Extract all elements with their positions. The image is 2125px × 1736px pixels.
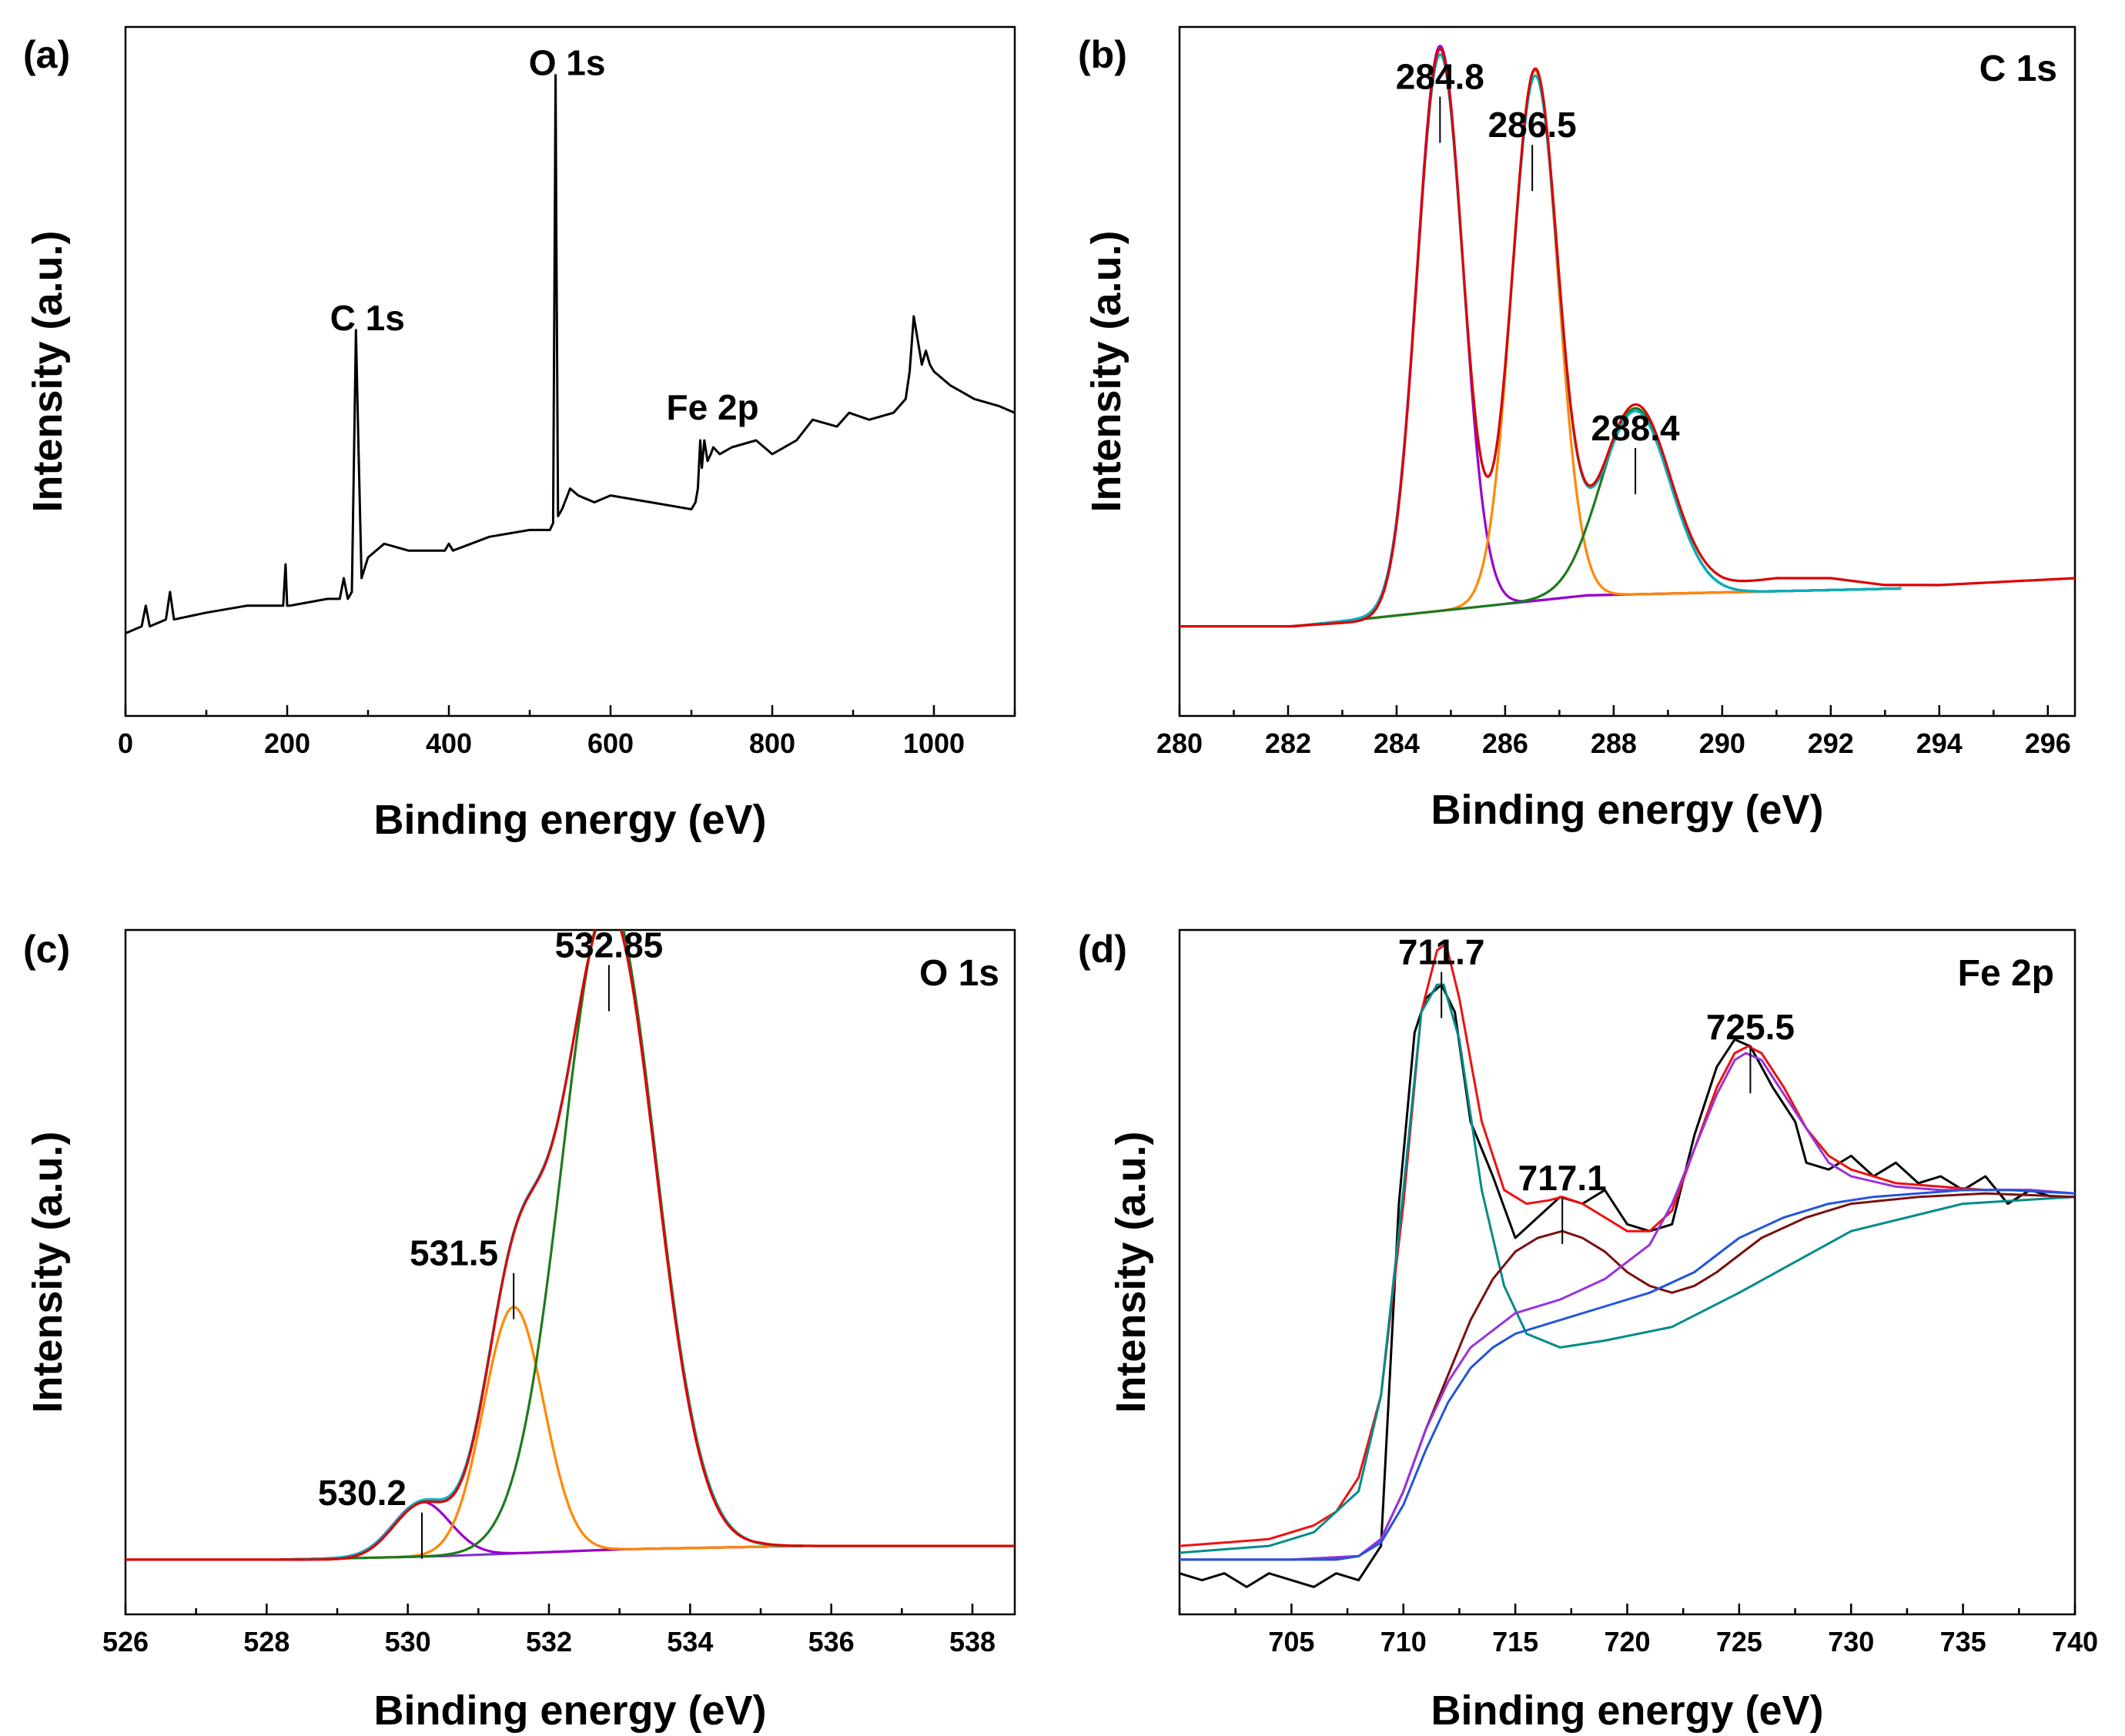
panel-a-x-tick-label: 0 [118, 728, 133, 759]
panel-d-series-background [1180, 1189, 2075, 1561]
panel-b-x-tick-label: 284 [1374, 728, 1420, 759]
panel-d-x-tick-label: 705 [1268, 1626, 1314, 1657]
panel-d-series-fe2-2p3-2 [1180, 983, 2075, 1554]
panel-c-x-tick-label: 526 [102, 1626, 149, 1657]
panel-b-x-tick-label: 286 [1482, 728, 1528, 759]
panel-c-x-tick-label: 532 [526, 1626, 572, 1657]
panel-d-series-satellite [1180, 1192, 2075, 1561]
panel-b-plot-area [1180, 45, 2075, 628]
panel-c-x-tick-label: 528 [243, 1626, 289, 1657]
panel-b-corner-label: C 1s [1979, 49, 2057, 89]
panel-d-x-tick-label: 710 [1380, 1626, 1427, 1657]
panel-d-x-tick-label: 740 [2052, 1626, 2098, 1657]
panel-d-y-axis-title: Intensity (a.u.) [1108, 1131, 1154, 1413]
panel-c-plot-area [125, 930, 1015, 1561]
panel-c-peak-label: 532.85 [555, 925, 664, 965]
panel-d-x-tick-label: 720 [1604, 1626, 1650, 1657]
panel-b-x-tick-label: 294 [1916, 728, 1963, 759]
panel-c-plot-frame [124, 928, 1016, 1616]
panel-b-plot-frame [1178, 25, 2076, 717]
panel-b-x-axis-title: Binding energy (eV) [1431, 787, 1823, 833]
panel-c-label: (c) [23, 928, 70, 971]
panel-a-x-tick-label: 1000 [903, 728, 965, 759]
panel-b-peak-label: 286.5 [1488, 105, 1577, 145]
panel-d-peak-label: 725.5 [1706, 1007, 1795, 1047]
panel-a-peak-label: C 1s [330, 298, 405, 338]
panel-d-peak-label: 711.7 [1398, 932, 1485, 972]
panel-b-x-tick-label: 292 [1808, 728, 1854, 759]
panel-b-x-tick-label: 282 [1265, 728, 1311, 759]
panel-c-x-tick-label: 534 [667, 1626, 713, 1657]
panel-d-x-tick-label: 715 [1492, 1626, 1538, 1657]
panel-a-plot-frame [124, 25, 1016, 717]
panel-d-x-axis-title: Binding energy (eV) [1431, 1687, 1823, 1734]
panel-a-peak-label: O 1s [529, 43, 606, 83]
panel-c-x-axis-title: Binding energy (eV) [373, 1687, 766, 1734]
panel-a-y-axis-title: Intensity (a.u.) [25, 230, 71, 512]
panel-c-experimental-line [125, 930, 1015, 1561]
panel-a-peak-label: Fe 2p [667, 387, 759, 427]
panel-c-x-tick-label: 536 [808, 1626, 855, 1657]
panel-a-x-tick-label: 800 [749, 728, 795, 759]
panel-d-corner-label: Fe 2p [1958, 953, 2054, 994]
panel-d-plot-area [1180, 942, 2075, 1588]
panel-b-component-c-c [1293, 45, 1902, 628]
panel-b-x-tick-label: 296 [2025, 728, 2071, 759]
panel-c-peak-label: 531.5 [410, 1233, 498, 1273]
panel-b-x-tick-label: 290 [1699, 728, 1745, 759]
panel-d-label: (d) [1078, 928, 1127, 971]
panel-a-x-axis-title: Binding energy (eV) [373, 797, 766, 843]
panel-c-x-tick-label: 530 [385, 1626, 431, 1657]
panel-a-x-tick-label: 600 [587, 728, 634, 759]
panel-d-series-envelope [1180, 942, 2075, 1547]
panel-d-x-tick-label: 725 [1716, 1626, 1762, 1657]
panel-b-component-c-o [1293, 69, 1902, 628]
panel-c-x-tick-label: 538 [949, 1626, 996, 1657]
panel-c-fit-envelope [280, 930, 803, 1561]
panel-a-x-tick-label: 400 [426, 728, 472, 759]
panel-b-experimental-line [1180, 48, 2075, 628]
panel-a-label: (a) [23, 33, 70, 76]
panel-c-peak-label: 530.2 [318, 1473, 407, 1513]
panel-d: (d) Fe 2p 705 710 715 720 725 730 735 740 Bindin… [1078, 928, 2098, 1734]
panel-b: (b) C 1s 280 282 284 286 288 290 292 294 296 Bind… [1078, 25, 2076, 833]
panel-b-peak-label: 284.8 [1396, 57, 1484, 97]
panel-b-fit-envelope [1293, 53, 1902, 628]
panel-c: (c) O 1s 526 528 530 532 534 536 538 Binding en… [23, 925, 1016, 1734]
panel-c-component-532-85 [280, 930, 803, 1561]
panel-d-series-experimental [1180, 983, 2075, 1588]
panel-a: (a) 0 200 400 600 800 1000 Binding energy (eV)… [23, 25, 1016, 843]
panel-d-x-tick-label: 730 [1828, 1626, 1874, 1657]
panel-c-corner-label: O 1s [919, 953, 999, 994]
panel-a-plot-area [125, 74, 1015, 634]
panel-c-y-axis-title: Intensity (a.u.) [25, 1131, 71, 1413]
panel-a-x-tick-label: 200 [264, 728, 310, 759]
panel-d-series-2p1-2 [1180, 1052, 2075, 1561]
panel-d-peak-label: 717.1 [1518, 1158, 1607, 1198]
panel-b-y-axis-title: Intensity (a.u.) [1083, 230, 1129, 512]
panel-b-x-tick-label: 280 [1156, 728, 1203, 759]
panel-a-series-survey [125, 74, 1015, 634]
panel-d-x-tick-label: 735 [1940, 1626, 1986, 1657]
panel-b-peak-label: 288.4 [1591, 408, 1681, 448]
panel-b-label: (b) [1078, 33, 1127, 76]
panel-b-x-tick-label: 288 [1591, 728, 1637, 759]
